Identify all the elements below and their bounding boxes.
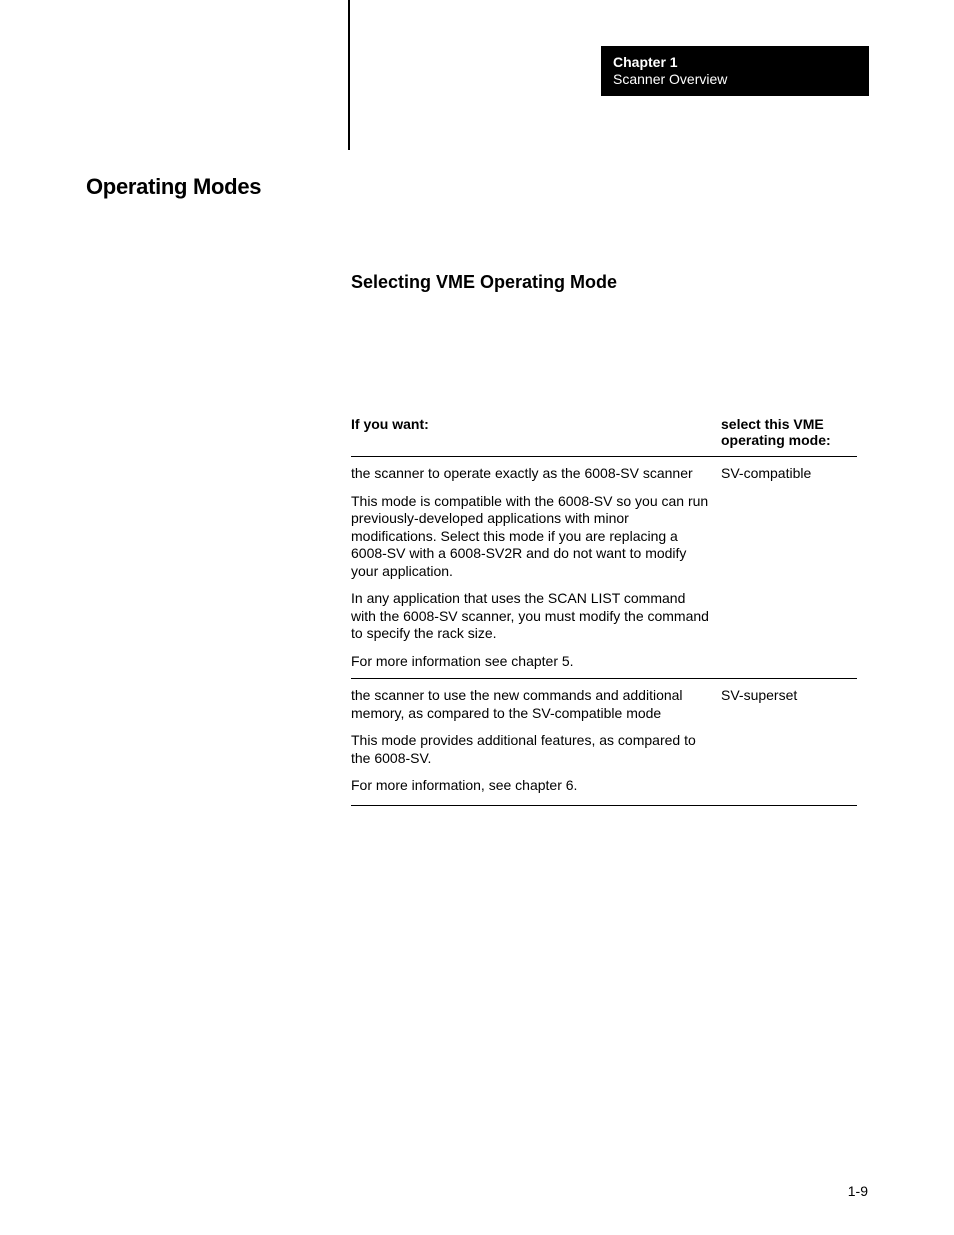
table-header-right: select this VME operating mode: (721, 416, 857, 457)
subsection-heading: Selecting VME Operating Mode (351, 272, 617, 293)
section-heading: Operating Modes (86, 174, 261, 200)
table-cell-desc: the scanner to use the new commands and … (351, 679, 721, 806)
table-header-left: If you want: (351, 416, 721, 457)
table-row: the scanner to use the new commands and … (351, 679, 857, 806)
table-row: the scanner to operate exactly as the 60… (351, 457, 857, 679)
table-text: the scanner to operate exactly as the 60… (351, 465, 713, 483)
table-cell-mode: SV-superset (721, 679, 857, 806)
table-text: This mode is compatible with the 6008-SV… (351, 493, 713, 581)
chapter-label: Chapter 1 (613, 54, 857, 71)
operating-mode-table: If you want: select this VME operating m… (351, 416, 857, 806)
table-text: the scanner to use the new commands and … (351, 687, 713, 722)
table-text: This mode provides additional features, … (351, 732, 713, 767)
vertical-divider (348, 0, 350, 150)
chapter-subtitle: Scanner Overview (613, 71, 857, 88)
table-text: In any application that uses the SCAN LI… (351, 590, 713, 643)
table-cell-mode: SV-compatible (721, 457, 857, 679)
chapter-header: Chapter 1 Scanner Overview (601, 46, 869, 96)
table-text: For more information see chapter 5. (351, 653, 713, 671)
page-number: 1-9 (848, 1183, 868, 1199)
table-text: For more information, see chapter 6. (351, 777, 713, 795)
table-cell-desc: the scanner to operate exactly as the 60… (351, 457, 721, 679)
